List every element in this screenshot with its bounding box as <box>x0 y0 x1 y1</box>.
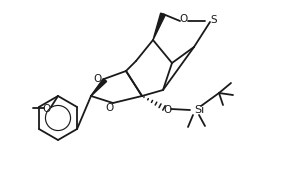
Text: O: O <box>180 14 188 24</box>
Text: O: O <box>43 104 51 114</box>
Text: S: S <box>211 15 217 25</box>
Polygon shape <box>91 79 107 96</box>
Polygon shape <box>153 13 165 40</box>
Text: O: O <box>94 74 102 84</box>
Text: O: O <box>164 105 172 115</box>
Text: O: O <box>105 103 113 113</box>
Text: Si: Si <box>194 105 204 115</box>
